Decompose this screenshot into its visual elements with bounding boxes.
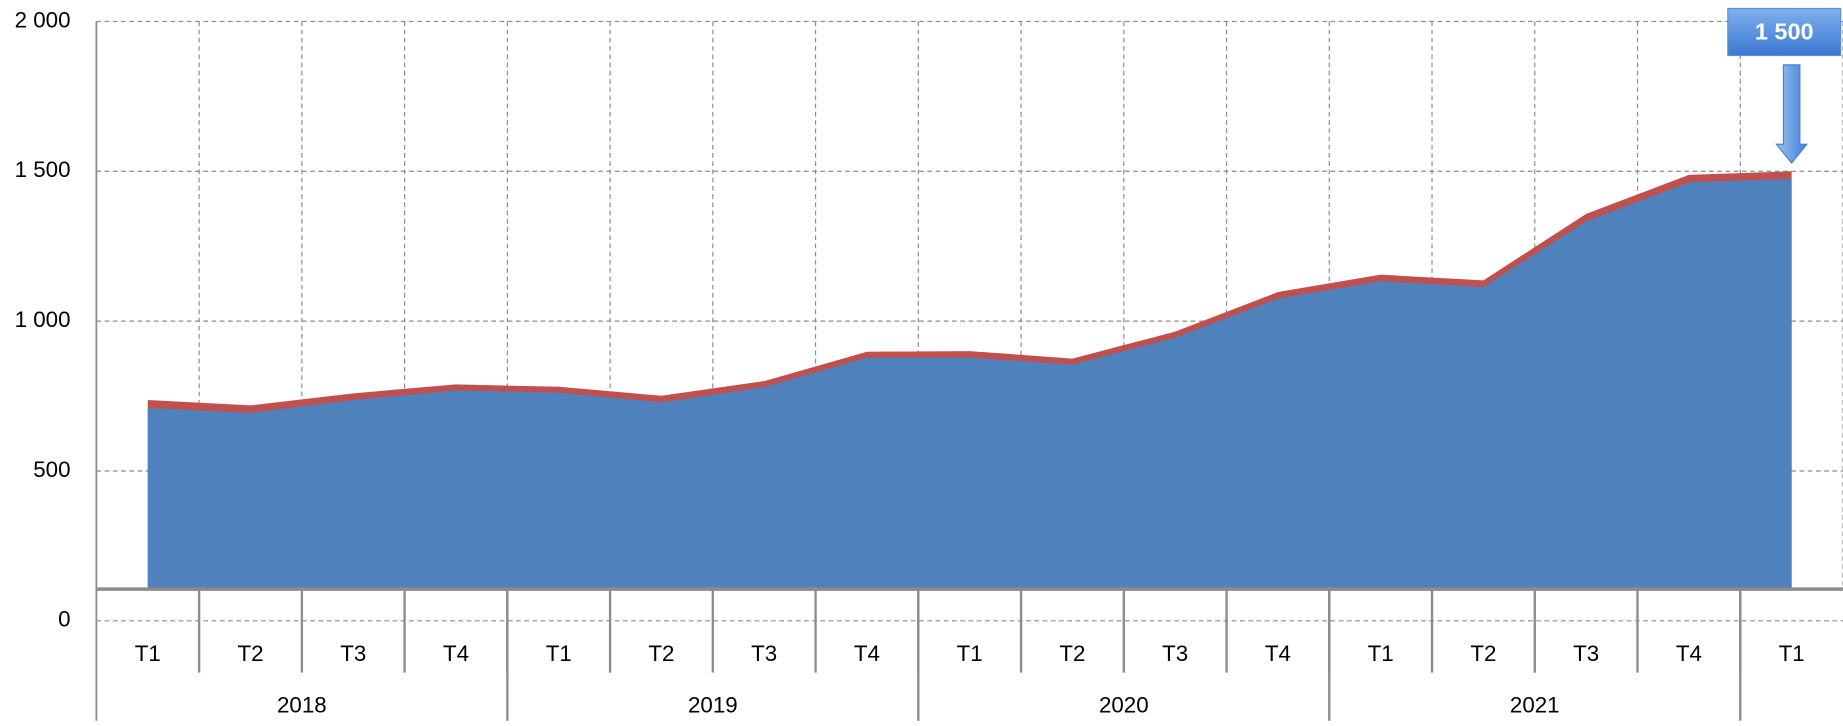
x-tick-label: T1 <box>546 641 572 666</box>
year-label: 2019 <box>688 693 738 718</box>
x-tick-label: T1 <box>1779 641 1805 666</box>
y-tick-label: 0 <box>58 607 70 632</box>
x-tick-label: T1 <box>1368 641 1394 666</box>
annotation-arrow <box>1775 64 1809 164</box>
x-tick-label: T2 <box>648 641 674 666</box>
x-tick-label: T3 <box>1573 641 1599 666</box>
x-tick-label: T4 <box>1265 641 1291 666</box>
x-tick-label: T4 <box>1676 641 1702 666</box>
year-label: 2018 <box>277 693 327 718</box>
y-tick-label: 2 000 <box>15 7 71 32</box>
x-tick-label: T1 <box>957 641 983 666</box>
annotation-box <box>1727 7 1842 57</box>
area <box>147 178 1792 590</box>
x-tick-label: T4 <box>443 641 469 666</box>
x-tick-label: T2 <box>1059 641 1085 666</box>
x-tick-label: T3 <box>340 641 366 666</box>
x-tick-label: T4 <box>854 641 880 666</box>
x-tick-label: T2 <box>237 641 263 666</box>
y-tick-label: 500 <box>33 457 70 482</box>
x-tick-label: T2 <box>1470 641 1496 666</box>
year-label: 2020 <box>1099 693 1149 718</box>
year-label: 2021 <box>1510 693 1560 718</box>
x-tick-label: T3 <box>1162 641 1188 666</box>
annotation-label: 1 500 <box>1755 18 1814 44</box>
x-tick-label: T1 <box>135 641 161 666</box>
x-tick-label: T3 <box>751 641 777 666</box>
y-tick-label: 1 500 <box>15 157 71 182</box>
y-tick-label: 1 000 <box>15 307 71 332</box>
